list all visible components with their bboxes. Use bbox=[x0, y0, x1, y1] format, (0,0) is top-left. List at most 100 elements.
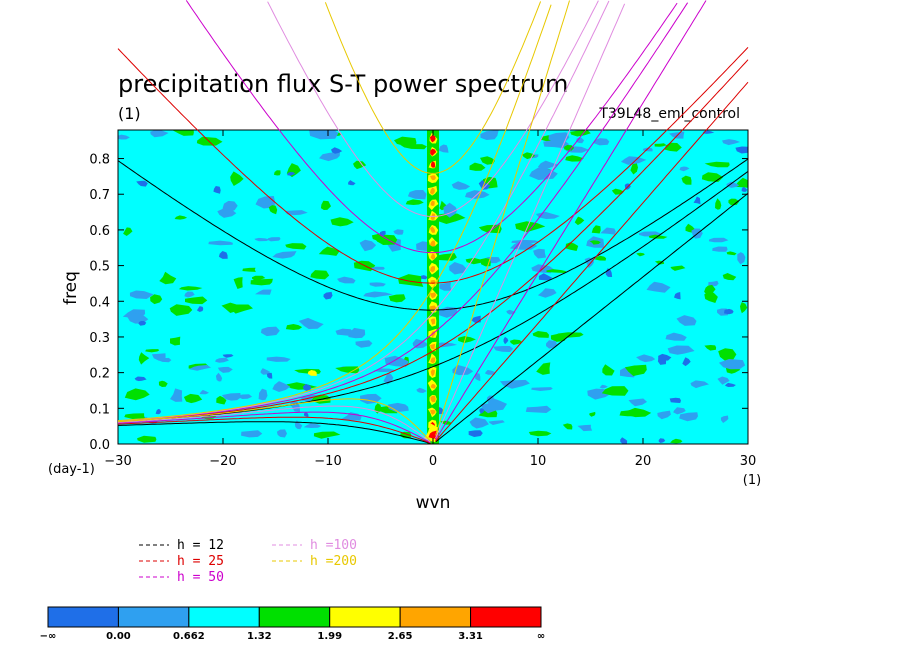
high-power-patch bbox=[178, 286, 203, 291]
lowest-power-patch bbox=[196, 306, 204, 312]
y-tick-label: 0.6 bbox=[89, 224, 110, 239]
high-power-patch bbox=[174, 215, 188, 220]
low-power-patch bbox=[335, 328, 354, 336]
low-power-patch bbox=[363, 291, 393, 298]
low-power-patch bbox=[690, 380, 709, 389]
colorbar-label: 0.00 bbox=[106, 631, 131, 642]
low-power-patch bbox=[369, 282, 386, 287]
high-power-patch bbox=[330, 217, 354, 227]
low-power-patch bbox=[384, 355, 409, 367]
colorbar-segment bbox=[329, 606, 401, 628]
high-power-patch bbox=[601, 386, 629, 396]
high-power-patch bbox=[145, 349, 160, 353]
low-power-patch bbox=[676, 315, 697, 326]
low-power-patch bbox=[439, 282, 452, 291]
high-power-patch bbox=[158, 380, 168, 387]
dispersion-curve-kelvin-h25 bbox=[435, 81, 749, 442]
high-power-patch bbox=[172, 130, 194, 136]
high-power-patch bbox=[185, 296, 208, 305]
high-power-patch bbox=[550, 334, 567, 342]
y-tick-label: 0.2 bbox=[89, 367, 110, 382]
high-power-patch bbox=[619, 409, 637, 417]
high-power-patch bbox=[335, 366, 360, 374]
colorbar-label: 1.99 bbox=[317, 631, 342, 642]
column-core bbox=[430, 305, 437, 311]
high-power-patch bbox=[252, 275, 266, 281]
x-axis-units: (1) bbox=[743, 473, 761, 488]
high-power-patch bbox=[562, 423, 573, 430]
low-power-patch bbox=[118, 134, 130, 140]
high-power-patch bbox=[670, 265, 686, 271]
low-power-patch bbox=[718, 359, 746, 370]
dispersion-curve-mrg-h200 bbox=[117, 4, 552, 422]
high-power-patch bbox=[589, 411, 596, 417]
y-axis-label: freq bbox=[61, 271, 81, 305]
lowest-power-patch bbox=[682, 357, 691, 367]
low-power-patch bbox=[480, 130, 499, 140]
legend-label: h =200 bbox=[310, 554, 357, 569]
x-axis-label: wvn bbox=[416, 493, 451, 513]
x-tick-label: 0 bbox=[429, 454, 437, 469]
low-power-patch bbox=[151, 353, 166, 361]
x-tick-label: 20 bbox=[635, 454, 652, 469]
low-power-patch bbox=[584, 257, 595, 269]
high-power-patch bbox=[630, 161, 638, 175]
high-power-patch bbox=[273, 170, 281, 176]
high-power-patch bbox=[574, 216, 585, 226]
lowest-power-patch bbox=[479, 408, 485, 414]
low-power-patch bbox=[679, 412, 698, 422]
x-axis: −30 −20 −10 0 10 20 30 bbox=[104, 130, 756, 469]
high-power-patch bbox=[320, 200, 331, 210]
high-power-patch bbox=[528, 430, 552, 437]
high-power-patch bbox=[242, 267, 256, 272]
low-power-patch bbox=[371, 266, 385, 270]
low-power-patch bbox=[667, 345, 695, 355]
high-power-patch bbox=[169, 304, 193, 316]
colorbar-segment bbox=[258, 606, 331, 628]
high-power-patch bbox=[124, 388, 150, 401]
low-power-patch bbox=[531, 387, 553, 391]
high-power-patch bbox=[509, 339, 523, 345]
y-tick-label: 0.5 bbox=[89, 260, 110, 275]
high-power-patch bbox=[159, 271, 177, 285]
column-core bbox=[430, 318, 436, 325]
lowest-power-patch bbox=[138, 321, 147, 326]
low-power-patch bbox=[726, 181, 740, 188]
low-power-patch bbox=[452, 364, 474, 376]
plot-area bbox=[117, 129, 749, 445]
high-power-patch bbox=[718, 348, 737, 361]
low-power-patch bbox=[341, 412, 362, 421]
dispersion-curves-outer bbox=[117, 0, 749, 444]
colorbar-label: ∞ bbox=[537, 631, 545, 642]
high-power-patch bbox=[388, 294, 406, 303]
low-power-patch bbox=[737, 252, 746, 265]
low-power-patch bbox=[708, 280, 719, 287]
colorbar-label: 0.662 bbox=[173, 631, 205, 642]
chart-title: precipitation flux S-T power spectrum bbox=[118, 70, 568, 98]
high-power-patch bbox=[670, 438, 683, 444]
chart-subtitle-right: T39L48_eml_control bbox=[598, 106, 740, 122]
dispersion-curve-mrg-h25 bbox=[117, 59, 749, 422]
lowest-power-patch bbox=[674, 292, 681, 300]
high-power-patch bbox=[435, 213, 466, 224]
low-power-patch bbox=[636, 354, 656, 363]
low-power-patch bbox=[337, 276, 356, 284]
high-power-patch bbox=[591, 225, 601, 234]
high-power-patch bbox=[221, 302, 249, 313]
dispersion-curve-rossby-h200 bbox=[117, 398, 431, 442]
low-power-patch bbox=[359, 239, 377, 252]
high-power-patch bbox=[704, 161, 730, 168]
low-power-patch bbox=[407, 190, 427, 200]
low-power-patch bbox=[657, 410, 671, 420]
y-tick-label: 0.1 bbox=[89, 402, 110, 417]
low-power-patch bbox=[215, 357, 229, 363]
high-power-patch bbox=[722, 273, 737, 281]
dispersion-curve-kelvin-h12 bbox=[435, 192, 749, 443]
column-core bbox=[430, 148, 437, 156]
column-core bbox=[430, 253, 435, 260]
lowest-power-patch bbox=[348, 180, 356, 186]
lowest-power-patch bbox=[323, 291, 333, 300]
colorbar-segment bbox=[47, 606, 119, 628]
high-power-patch bbox=[515, 221, 546, 233]
legend-label: h = 12 bbox=[177, 538, 224, 553]
